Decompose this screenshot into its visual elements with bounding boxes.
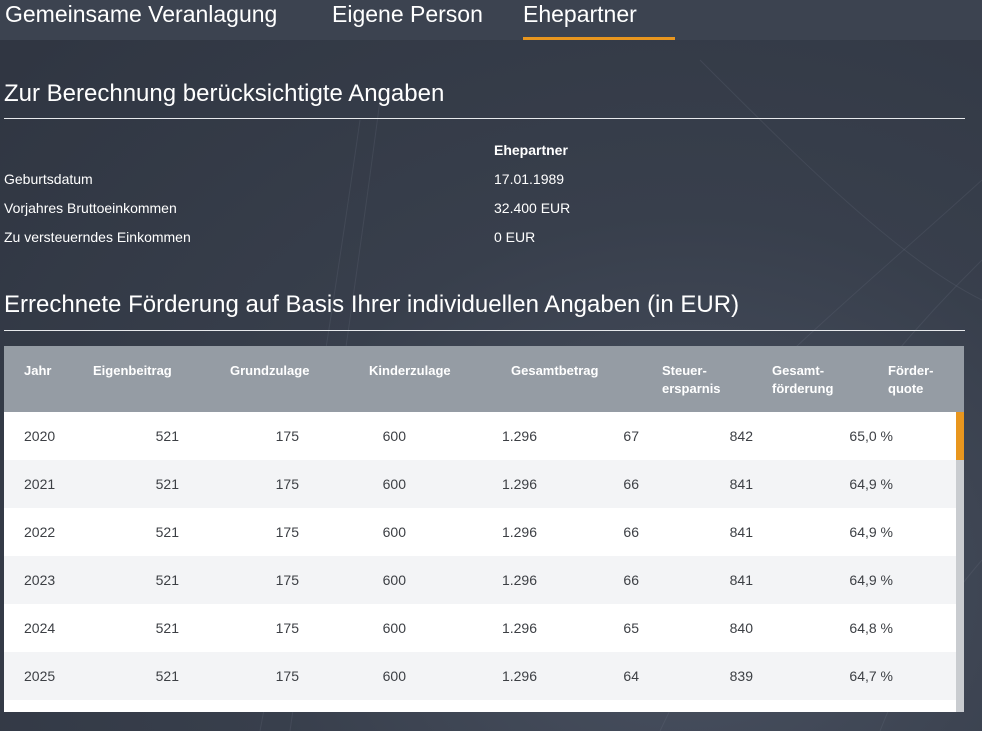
cell-steuerersparnis: 65 xyxy=(623,620,639,636)
th-jahr: Jahr xyxy=(24,363,52,378)
th-gesamtfoerderung: Gesamt- förderung xyxy=(772,363,834,396)
cell-gesamtfoerderung: 839 xyxy=(729,668,753,684)
cell-jahr: 2021 xyxy=(24,476,56,492)
table-scrollbar[interactable] xyxy=(956,412,964,712)
cell-eigenbeitrag: 521 xyxy=(155,572,179,588)
cell-steuerersparnis: 66 xyxy=(623,572,639,588)
cell-gesamtbetrag: 1.296 xyxy=(501,572,537,588)
info-label-bruttoeinkommen: Vorjahres Bruttoeinkommen xyxy=(4,200,177,216)
info-value-geburtsdatum: 17.01.1989 xyxy=(494,171,565,187)
table-row: 2021 521 175 600 1.296 66 841 64,9 % xyxy=(4,460,956,508)
table-row: 2020 521 175 600 1.296 67 842 65,0 % xyxy=(4,412,956,460)
cell-kinderzulage: 600 xyxy=(382,476,406,492)
cell-gesamtfoerderung: 841 xyxy=(729,524,753,540)
cell-gesamtfoerderung: 841 xyxy=(729,476,753,492)
info-label-geburtsdatum: Geburtsdatum xyxy=(4,171,93,187)
cell-steuerersparnis: 64 xyxy=(623,668,639,684)
cell-foerderquote: 64,9 % xyxy=(849,572,893,588)
cell-foerderquote: 64,7 % xyxy=(849,668,893,684)
foerderung-table: Jahr Eigenbeitrag Grundzulage Kinderzula… xyxy=(4,346,964,712)
table-row: 2025 521 175 600 1.296 64 839 64,7 % xyxy=(4,652,956,700)
cell-steuerersparnis: 64 xyxy=(594,700,639,712)
table-row: 2023 521 175 600 1.296 66 841 64,9 % xyxy=(4,556,956,604)
cell-gesamtbetrag: 1.296 xyxy=(501,668,537,684)
cell-gesamtbetrag: 1.296 xyxy=(501,524,537,540)
cell-gesamtfoerderung: 840 xyxy=(729,620,753,636)
cell-jahr: 2023 xyxy=(24,572,56,588)
table-row: 2024 521 175 600 1.296 65 840 64,8 % xyxy=(4,604,956,652)
scrollbar-thumb[interactable] xyxy=(956,412,964,460)
cell-grundzulage: 175 xyxy=(244,700,299,712)
cell-kinderzulage: 600 xyxy=(382,524,406,540)
cell-eigenbeitrag: 521 xyxy=(155,524,179,540)
cell-foerderquote: 64,9 % xyxy=(849,476,893,492)
info-value-bruttoeinkommen: 32.400 EUR xyxy=(494,200,571,216)
cell-kinderzulage: 600 xyxy=(382,668,406,684)
cell-grundzulage: 175 xyxy=(275,428,299,444)
cell-eigenbeitrag: 521 xyxy=(155,668,179,684)
table-row: 2026 521 175 600 1.296 64 839 64,7 % xyxy=(4,700,956,712)
cell-gesamtfoerderung: 841 xyxy=(729,572,753,588)
cell-jahr: 2020 xyxy=(24,428,56,444)
column-header-ehepartner: Ehepartner xyxy=(494,142,568,158)
section-title-foerderung: Errechnete Förderung auf Basis Ihrer ind… xyxy=(4,291,740,318)
cell-gesamtfoerderung: 839 xyxy=(704,700,753,712)
cell-gesamtbetrag: 1.296 xyxy=(501,620,537,636)
cell-eigenbeitrag: 521 xyxy=(124,700,179,712)
cell-jahr: 2022 xyxy=(24,524,56,540)
cell-grundzulage: 175 xyxy=(275,524,299,540)
cell-kinderzulage: 600 xyxy=(382,572,406,588)
cell-steuerersparnis: 66 xyxy=(623,524,639,540)
tab-ehepartner[interactable]: Ehepartner xyxy=(523,0,675,40)
cell-gesamtfoerderung: 842 xyxy=(729,428,753,444)
divider xyxy=(4,330,965,331)
tab-bar: Gemeinsame Veranlagung Eigene Person Ehe… xyxy=(0,0,982,40)
cell-gesamtbetrag: 1.296 xyxy=(484,700,537,712)
divider xyxy=(4,118,965,119)
tab-eigene-person[interactable]: Eigene Person xyxy=(332,1,483,27)
cell-steuerersparnis: 66 xyxy=(623,476,639,492)
cell-steuerersparnis: 67 xyxy=(623,428,639,444)
th-eigenbeitrag: Eigenbeitrag xyxy=(93,363,172,378)
th-gesamtbetrag: Gesamtbetrag xyxy=(511,363,599,378)
table-header: Jahr Eigenbeitrag Grundzulage Kinderzula… xyxy=(4,346,964,412)
info-label-zve: Zu versteuerndes Einkommen xyxy=(4,229,191,245)
cell-jahr: 2024 xyxy=(24,620,56,636)
cell-kinderzulage: 600 xyxy=(354,700,406,712)
cell-jahr: 2025 xyxy=(24,668,56,684)
info-value-zve: 0 EUR xyxy=(494,229,536,245)
cell-eigenbeitrag: 521 xyxy=(155,428,179,444)
cell-jahr: 2026 xyxy=(24,700,84,712)
th-grundzulage: Grundzulage xyxy=(230,363,310,378)
cell-grundzulage: 175 xyxy=(275,620,299,636)
cell-kinderzulage: 600 xyxy=(382,428,406,444)
cell-foerderquote: 65,0 % xyxy=(849,428,893,444)
th-steuerersparnis: Steuer- ersparnis xyxy=(662,363,721,396)
th-foerderquote: Förder- quote xyxy=(888,363,934,396)
cell-eigenbeitrag: 521 xyxy=(155,476,179,492)
table-row: 2022 521 175 600 1.296 66 841 64,9 % xyxy=(4,508,956,556)
tab-gemeinsame-veranlagung[interactable]: Gemeinsame Veranlagung xyxy=(5,1,278,27)
section-title-angaben: Zur Berechnung berücksichtigte Angaben xyxy=(4,80,445,107)
cell-grundzulage: 175 xyxy=(275,476,299,492)
cell-grundzulage: 175 xyxy=(275,572,299,588)
table-body[interactable]: 2020 521 175 600 1.296 67 842 65,0 % 2021 521 175 6… xyxy=(4,412,956,712)
cell-gesamtbetrag: 1.296 xyxy=(501,476,537,492)
th-kinderzulage: Kinderzulage xyxy=(369,363,451,378)
cell-grundzulage: 175 xyxy=(275,668,299,684)
cell-kinderzulage: 600 xyxy=(382,620,406,636)
cell-foerderquote: 64,8 % xyxy=(849,620,893,636)
cell-foerderquote: 64,7 % xyxy=(824,700,893,712)
cell-eigenbeitrag: 521 xyxy=(155,620,179,636)
cell-gesamtbetrag: 1.296 xyxy=(501,428,537,444)
cell-foerderquote: 64,9 % xyxy=(849,524,893,540)
